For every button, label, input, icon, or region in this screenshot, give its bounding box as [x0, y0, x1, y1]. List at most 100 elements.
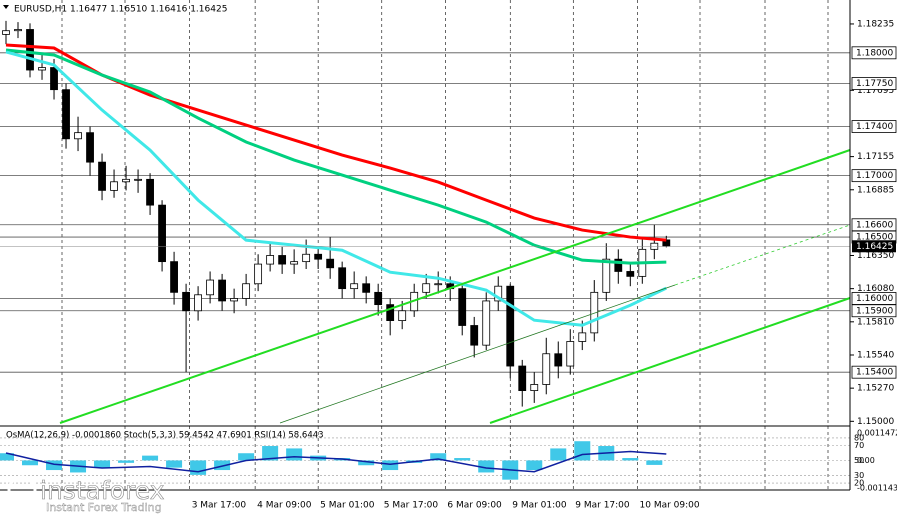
candle-body [350, 283, 359, 290]
y2-tick-label: 70 [854, 441, 864, 450]
candle-body [470, 325, 479, 346]
y-tick-label: 1.16080 [857, 284, 894, 294]
y-tick-label: 1.15540 [857, 350, 894, 360]
level-label: 1.16000 [856, 294, 893, 304]
osma-bar [574, 441, 591, 461]
y-tick-label: 0.00 [857, 456, 875, 465]
level-label: 1.16500 [856, 233, 893, 243]
level-box [851, 77, 897, 90]
candle-body [602, 258, 611, 293]
candle-body [578, 332, 587, 342]
osma-bar [94, 460, 111, 468]
osma-bar [46, 460, 63, 471]
plot [0, 0, 850, 490]
x-tick-label: 9 Mar 01:00 [512, 501, 567, 511]
y-tick-label: -0.001143 [857, 483, 897, 492]
osma-bar [118, 460, 135, 463]
candle-body [230, 298, 239, 302]
candle-body [134, 178, 142, 181]
candle-body [38, 67, 46, 71]
logo-name: instaforex [40, 476, 165, 505]
osma-bar [382, 460, 399, 471]
candle-body [122, 178, 130, 183]
osma-bar [622, 458, 639, 461]
moving-average [5, 48, 667, 265]
level-label: 1.15900 [856, 306, 893, 316]
trend-lines [59, 149, 851, 424]
candle-body [14, 29, 22, 32]
candle-body [62, 89, 70, 140]
x-tick-label: 6 Mar 09:00 [447, 501, 502, 511]
last-price-box [852, 240, 896, 253]
candle-body [614, 258, 623, 272]
y-tick-label: 1.15270 [857, 384, 894, 394]
osma-bar [286, 448, 303, 461]
candle-body [2, 30, 10, 35]
osma-bar [526, 460, 543, 471]
candle-body [374, 291, 383, 306]
indicator-header: OsMA(12,26,9) -0.0001860 Stoch(5,3,3) 59… [6, 431, 324, 441]
osma-bar [358, 460, 375, 466]
candle-body [290, 261, 299, 265]
level-label: 1.18000 [856, 48, 893, 58]
candle-body [554, 353, 563, 367]
candle-body [50, 67, 58, 91]
extra-grid [61, 0, 829, 490]
osma-bar [262, 446, 279, 461]
candle-body [458, 288, 467, 326]
osma-bar [214, 460, 231, 471]
y-tick-label: 1.18235 [857, 19, 894, 29]
candle-body [110, 181, 118, 191]
candle-body [506, 285, 515, 367]
level-label: 1.17400 [856, 122, 893, 132]
candle-body [566, 341, 575, 367]
x-tick-label: 10 Mar 09:00 [640, 501, 700, 511]
y-tick-label: 0.0011472 [857, 428, 897, 437]
x-tick-label: 5 Mar 01:00 [320, 501, 375, 511]
candle-body [218, 279, 227, 302]
candle-body [434, 283, 443, 286]
osma-bar [454, 458, 471, 461]
candle-body [242, 283, 251, 299]
level-label: 1.15400 [856, 368, 893, 378]
candle-body [590, 291, 599, 334]
candle-body [266, 255, 275, 265]
level-box [851, 120, 897, 133]
candle-body [518, 365, 527, 392]
level-box [851, 365, 897, 379]
candle-body [278, 255, 287, 265]
osma-bar [0, 453, 15, 461]
osma-bar [550, 448, 567, 461]
candle-body [158, 204, 166, 263]
y2-tick-label: 20 [854, 479, 864, 488]
candle-body [194, 294, 202, 312]
candle-body [314, 253, 323, 260]
candle-body [74, 132, 82, 140]
candle-body [338, 267, 347, 290]
osma-bar [166, 460, 183, 468]
candle-body [422, 283, 431, 293]
candle-body [86, 132, 94, 163]
candle-body [542, 353, 551, 385]
candle-body [206, 279, 214, 296]
last-price-label: 1.16425 [856, 242, 893, 252]
level-box [851, 169, 897, 183]
level-box [851, 304, 897, 318]
osma-bar [190, 460, 207, 475]
x-tick-label: 5 Mar 17:00 [384, 501, 439, 511]
chart-header: EURUSD,H1 1.16477 1.16510 1.16416 1.1642… [14, 5, 227, 15]
candle-body [254, 263, 263, 285]
candle-body [482, 300, 491, 346]
candle-body [326, 258, 335, 269]
y-tick-label: 1.16350 [857, 251, 894, 261]
candle-body [386, 304, 395, 321]
candle-body [26, 29, 34, 71]
candle-body [302, 253, 311, 263]
candle-body [362, 283, 371, 293]
y2-tick-label: 80 [854, 433, 864, 442]
candle-body [146, 178, 154, 206]
y-tick-label: 1.16885 [857, 185, 894, 195]
header-icon [3, 5, 9, 9]
